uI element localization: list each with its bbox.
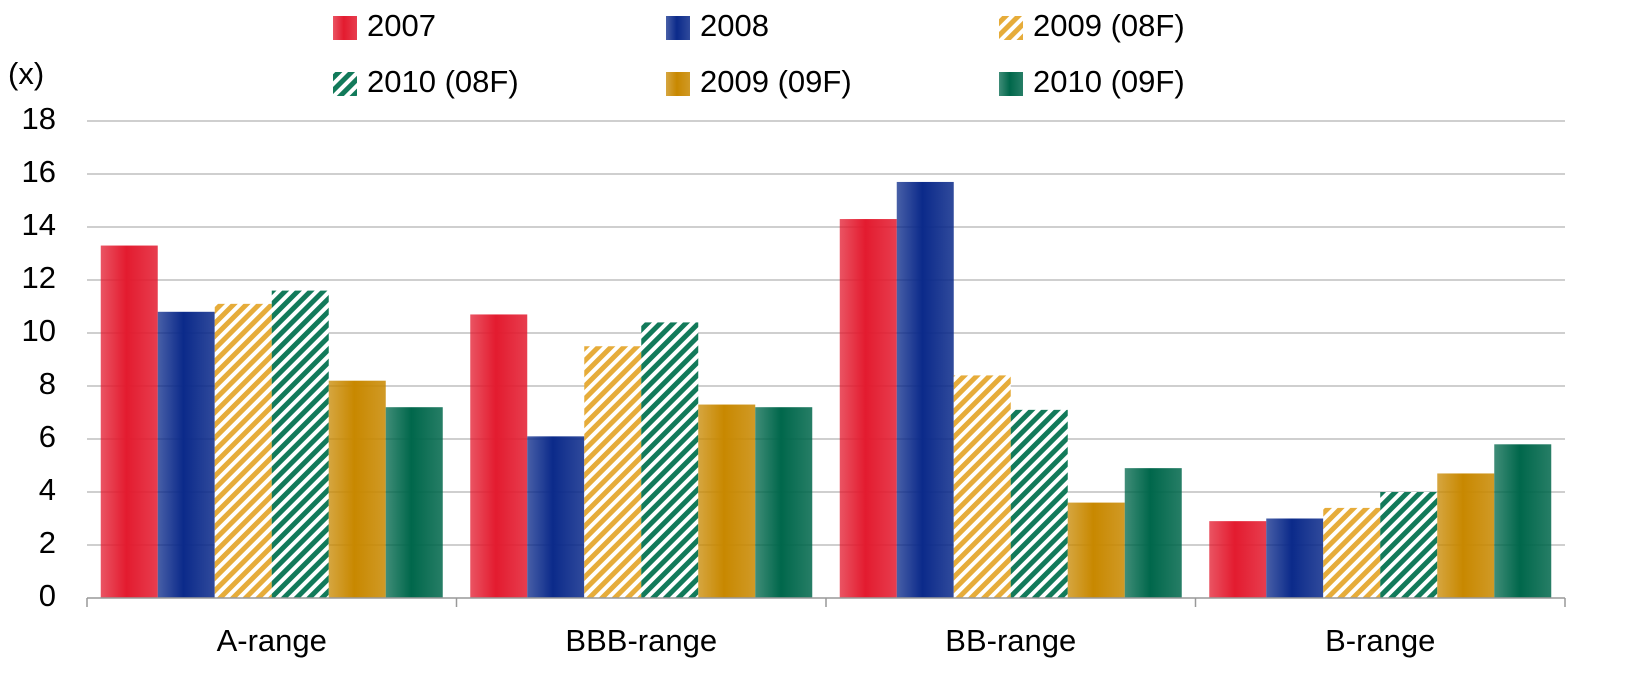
legend-swatch — [999, 72, 1023, 96]
legend-swatch — [666, 72, 690, 96]
legend-label: 2009 (09F) — [700, 64, 852, 99]
bar — [1494, 444, 1552, 598]
legend-swatch — [666, 16, 690, 40]
bar — [953, 375, 1011, 598]
bar — [328, 380, 386, 598]
y-axis-label: (x) — [8, 56, 44, 91]
bar — [1323, 507, 1381, 598]
bar — [755, 407, 813, 598]
bar — [1010, 409, 1068, 598]
y-tick-label: 4 — [39, 472, 56, 507]
bar — [157, 311, 215, 598]
y-tick-label: 6 — [39, 419, 56, 454]
bar — [641, 322, 699, 598]
bar — [214, 303, 272, 598]
bar — [1437, 473, 1495, 598]
legend-label: 2010 (09F) — [1033, 64, 1185, 99]
legend-label: 2010 (08F) — [367, 64, 519, 99]
legend-swatch — [333, 72, 357, 96]
bar — [1124, 468, 1182, 598]
bar — [896, 181, 954, 598]
bar — [698, 404, 756, 598]
y-tick-label: 0 — [39, 578, 56, 613]
y-tick-label: 10 — [22, 313, 56, 348]
y-tick-label: 8 — [39, 366, 56, 401]
x-tick-label: B-range — [1325, 623, 1435, 658]
legend-label: 2007 — [367, 8, 436, 43]
bar — [1209, 521, 1267, 598]
bar — [1266, 518, 1324, 598]
bar — [584, 346, 642, 598]
y-tick-label: 12 — [22, 260, 56, 295]
legend-swatch — [333, 16, 357, 40]
bar — [839, 219, 897, 599]
y-tick-label: 2 — [39, 525, 56, 560]
bar — [1380, 492, 1438, 598]
y-tick-label: 16 — [22, 154, 56, 189]
bar — [1067, 502, 1125, 598]
legend-label: 2008 — [700, 8, 769, 43]
x-tick-label: BB-range — [945, 623, 1076, 658]
legend-swatch — [999, 16, 1023, 40]
y-tick-label: 14 — [22, 207, 56, 242]
x-tick-label: A-range — [217, 623, 327, 658]
bar — [470, 314, 528, 598]
bar — [385, 407, 443, 598]
bar — [271, 290, 329, 598]
y-tick-label: 18 — [22, 101, 56, 136]
bar — [527, 436, 585, 598]
legend-label: 2009 (08F) — [1033, 8, 1185, 43]
x-tick-label: BBB-range — [565, 623, 717, 658]
bar — [100, 245, 158, 599]
